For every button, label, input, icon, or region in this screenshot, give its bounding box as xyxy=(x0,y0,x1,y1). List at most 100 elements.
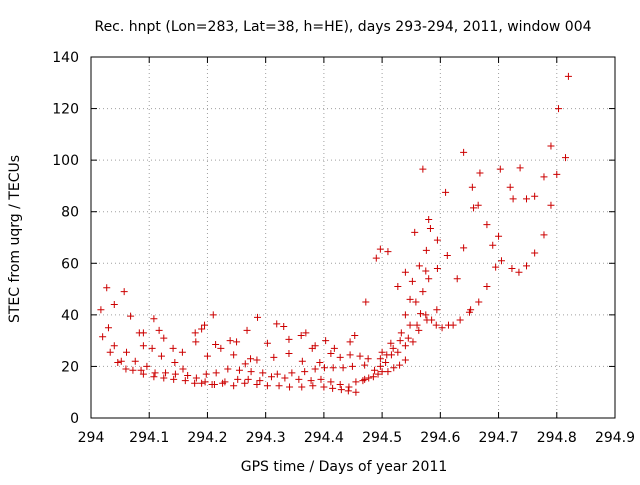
point-layer xyxy=(97,72,572,396)
data-point xyxy=(390,364,398,372)
data-point xyxy=(317,375,325,383)
data-point xyxy=(433,236,441,244)
data-point xyxy=(376,355,384,363)
data-point xyxy=(302,329,310,337)
data-point xyxy=(110,342,118,350)
data-point xyxy=(339,364,347,372)
data-point xyxy=(361,361,369,369)
data-point xyxy=(409,338,417,346)
x-tick-label: 294.3 xyxy=(246,430,286,446)
x-tick-label: 294.7 xyxy=(479,430,519,446)
data-point xyxy=(327,378,335,386)
data-point xyxy=(404,334,412,342)
x-tick-label: 294.1 xyxy=(129,430,169,446)
data-point xyxy=(376,362,384,370)
data-point xyxy=(308,344,316,352)
data-point xyxy=(337,386,345,394)
data-point xyxy=(243,326,251,334)
data-point xyxy=(411,228,419,236)
data-point xyxy=(285,335,293,343)
data-point xyxy=(110,301,118,309)
data-point xyxy=(148,344,156,352)
data-point xyxy=(178,348,186,356)
tick-layer: 294 294.1 294.2 294.3 294.4 294.5 294.6 294.7 29… xyxy=(52,50,635,446)
x-tick-label: 294.8 xyxy=(537,430,577,446)
data-point xyxy=(422,267,430,275)
data-point xyxy=(433,306,441,314)
data-point xyxy=(351,331,359,339)
data-point xyxy=(348,362,356,370)
data-point xyxy=(352,378,360,386)
data-point xyxy=(425,215,433,223)
data-point xyxy=(198,379,206,387)
data-point xyxy=(475,298,483,306)
data-point xyxy=(212,369,220,377)
data-point xyxy=(344,387,352,395)
data-point xyxy=(184,371,192,379)
data-point xyxy=(523,262,531,270)
data-point xyxy=(432,321,440,329)
data-point xyxy=(422,311,430,319)
data-point xyxy=(230,351,238,359)
data-point xyxy=(160,334,168,342)
data-point xyxy=(201,378,209,386)
data-point xyxy=(408,277,416,285)
data-point xyxy=(270,353,278,361)
data-point xyxy=(273,320,281,328)
data-point xyxy=(117,357,125,365)
data-point xyxy=(506,183,514,191)
data-point xyxy=(442,188,450,196)
data-point xyxy=(384,368,392,376)
data-point xyxy=(362,298,370,306)
data-point xyxy=(384,248,392,256)
data-point xyxy=(171,359,179,367)
data-point xyxy=(531,249,539,257)
data-point xyxy=(492,263,500,271)
data-point xyxy=(171,370,179,378)
data-point xyxy=(425,275,433,283)
data-point xyxy=(396,361,404,369)
data-point xyxy=(281,374,289,382)
data-point xyxy=(253,356,261,364)
data-point xyxy=(489,241,497,249)
data-point xyxy=(120,288,128,296)
data-point xyxy=(241,379,249,387)
data-point xyxy=(217,344,225,352)
data-point xyxy=(151,369,159,377)
data-point xyxy=(267,373,275,381)
data-point xyxy=(191,329,199,337)
data-point xyxy=(273,370,281,378)
data-point xyxy=(301,368,309,376)
grid-layer xyxy=(91,57,615,418)
data-point xyxy=(496,165,504,173)
data-point xyxy=(497,257,505,265)
data-point xyxy=(209,311,217,319)
x-tick-label: 294 xyxy=(78,430,105,446)
data-point xyxy=(415,326,423,334)
data-point xyxy=(460,148,468,156)
data-point xyxy=(547,201,555,209)
data-point xyxy=(356,352,364,360)
data-point xyxy=(259,369,267,377)
data-point xyxy=(139,329,147,337)
data-point xyxy=(329,384,337,392)
data-point xyxy=(336,380,344,388)
data-point xyxy=(359,377,367,385)
chart-title: Rec. hnpt (Lon=283, Lat=38, h=HE), days … xyxy=(94,19,591,35)
data-point xyxy=(383,351,391,359)
data-point xyxy=(394,282,402,290)
data-point xyxy=(361,375,369,383)
data-point xyxy=(456,316,464,324)
data-point xyxy=(219,379,227,387)
y-tick-label: 140 xyxy=(52,50,79,66)
plot-frame xyxy=(90,56,616,419)
data-point xyxy=(346,338,354,346)
data-point xyxy=(181,377,189,385)
data-point xyxy=(131,357,139,365)
data-point xyxy=(483,221,491,229)
data-point xyxy=(474,201,482,209)
data-point xyxy=(460,244,468,252)
data-point xyxy=(298,357,306,365)
